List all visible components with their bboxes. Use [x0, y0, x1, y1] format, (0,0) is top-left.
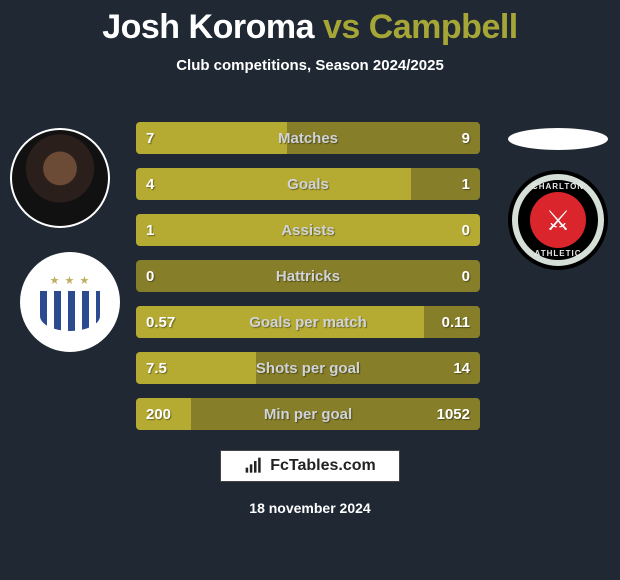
- page-title: Josh Koroma vs Campbell: [0, 0, 620, 47]
- player2-club-badge: CHARLTON ⚔ ATHLETIC: [508, 170, 608, 270]
- player1-club-badge: ★ ★ ★: [20, 252, 120, 352]
- player1-avatar: [10, 128, 110, 228]
- stat-label: Goals: [136, 168, 480, 200]
- title-vs: vs: [323, 8, 360, 46]
- stat-right-value: 0: [452, 260, 480, 292]
- title-player2: Campbell: [369, 8, 518, 46]
- brand-watermark: FcTables.com: [220, 450, 400, 482]
- stat-row: 7.5Shots per goal14: [136, 352, 480, 384]
- stat-label: Shots per goal: [136, 352, 480, 384]
- date-stamp: 18 november 2024: [0, 500, 620, 516]
- star-icon: ★ ★ ★: [50, 274, 91, 287]
- stat-label: Assists: [136, 214, 480, 246]
- stat-label: Matches: [136, 122, 480, 154]
- stat-row: 4Goals1: [136, 168, 480, 200]
- stat-right-value: 1052: [427, 398, 480, 430]
- stat-right-value: 9: [452, 122, 480, 154]
- club-text-top: CHARLTON: [532, 182, 584, 191]
- stats-chart: 7Matches94Goals11Assists00Hattricks00.57…: [136, 122, 480, 444]
- stat-right-value: 0: [452, 214, 480, 246]
- stat-row: 7Matches9: [136, 122, 480, 154]
- stat-right-value: 14: [443, 352, 480, 384]
- stat-row: 0Hattricks0: [136, 260, 480, 292]
- huddersfield-badge: ★ ★ ★: [20, 252, 120, 352]
- stat-label: Goals per match: [136, 306, 480, 338]
- stat-row: 1Assists0: [136, 214, 480, 246]
- stat-row: 200Min per goal1052: [136, 398, 480, 430]
- player2-avatar: [508, 128, 608, 150]
- stat-right-value: 0.11: [432, 306, 480, 338]
- stat-row: 0.57Goals per match0.11: [136, 306, 480, 338]
- chart-icon: [244, 456, 264, 476]
- stat-right-value: 1: [452, 168, 480, 200]
- sword-icon: ⚔: [530, 192, 586, 248]
- stat-label: Hattricks: [136, 260, 480, 292]
- brand-label: FcTables.com: [270, 457, 376, 475]
- club-stripes: [40, 291, 100, 331]
- charlton-badge: CHARLTON ⚔ ATHLETIC: [508, 170, 608, 270]
- subtitle: Club competitions, Season 2024/2025: [0, 57, 620, 74]
- club-text-bot: ATHLETIC: [535, 249, 582, 258]
- title-player1: Josh Koroma: [102, 8, 314, 46]
